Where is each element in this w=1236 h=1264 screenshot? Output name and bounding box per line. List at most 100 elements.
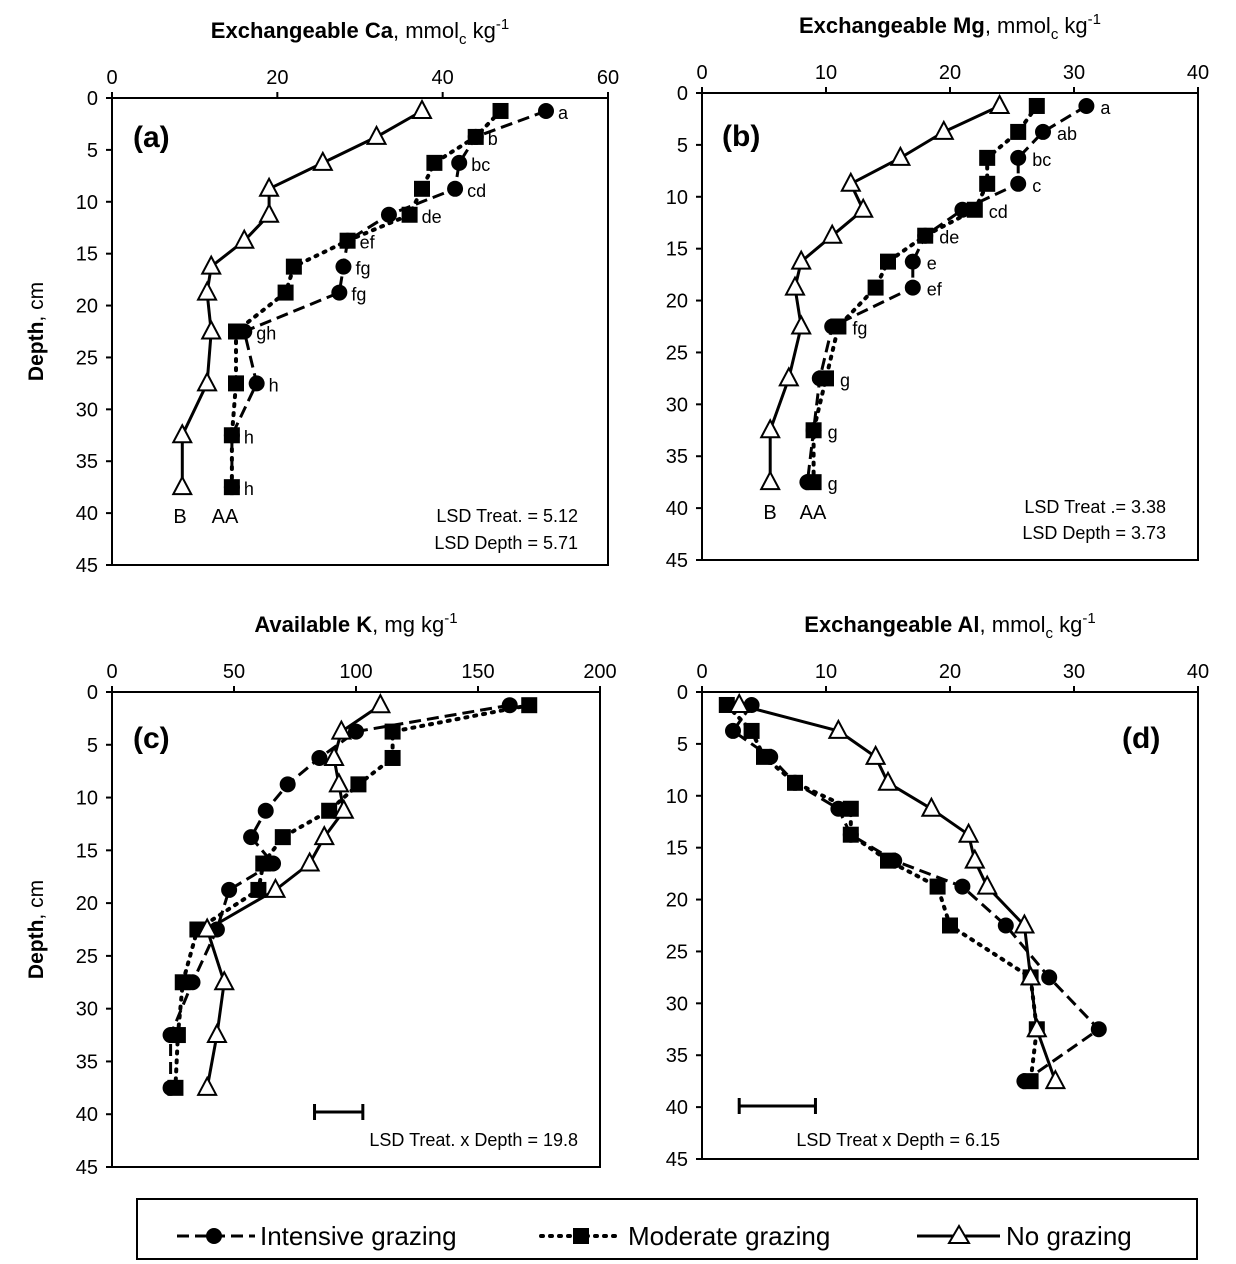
point-none bbox=[200, 319, 222, 340]
point-none bbox=[312, 150, 334, 171]
point-none bbox=[759, 418, 781, 439]
point-intensive bbox=[311, 749, 328, 766]
point-intensive bbox=[501, 697, 518, 714]
point-none bbox=[233, 228, 255, 249]
point-none bbox=[213, 970, 235, 991]
point-intensive bbox=[1010, 175, 1027, 192]
y-tick-label: 30 bbox=[76, 399, 98, 421]
chart-panel-b: 0 10 20 30 40 0 5 10 15 20 25 30 35 40 45 Exchangeable … bbox=[666, 11, 1209, 572]
x-tick-label: 150 bbox=[461, 661, 494, 683]
y-tick-label: 30 bbox=[76, 999, 98, 1021]
point-moderate bbox=[255, 855, 272, 872]
point-intensive bbox=[257, 802, 274, 819]
point-moderate bbox=[167, 1079, 184, 1096]
point-none bbox=[778, 366, 800, 387]
point-none bbox=[369, 693, 392, 714]
significance-letter: de bbox=[939, 228, 959, 248]
point-moderate bbox=[250, 881, 267, 898]
significance-letter: h bbox=[269, 375, 279, 395]
group-label: AA bbox=[800, 502, 827, 524]
x-tick-label: 40 bbox=[432, 67, 454, 89]
plot-frame bbox=[111, 97, 609, 566]
x-tick-label: 40 bbox=[1187, 62, 1209, 84]
chart-panel-a: 0 20 40 60 0 5 10 15 20 25 30 35 40 45 Exchangeable Ca… bbox=[25, 16, 619, 577]
x-tick-label: 60 bbox=[597, 67, 619, 89]
y-tick-label: 5 bbox=[677, 135, 688, 157]
y-tick-label: 45 bbox=[76, 555, 98, 577]
significance-letter: bc bbox=[471, 155, 490, 175]
point-none bbox=[1044, 1069, 1067, 1090]
point-moderate bbox=[756, 748, 772, 765]
significance-letter: ef bbox=[927, 280, 943, 300]
x-tick-label: 0 bbox=[106, 67, 117, 89]
series-line-moderate bbox=[811, 104, 1039, 485]
chart-title: Exchangeable Mg, mmolc kg-1 bbox=[799, 11, 1101, 43]
significance-letter: cd bbox=[467, 181, 486, 201]
series-line-none bbox=[738, 703, 1057, 1082]
point-none bbox=[258, 176, 280, 197]
point-moderate bbox=[743, 722, 760, 739]
point-none bbox=[411, 98, 433, 119]
point-moderate bbox=[787, 774, 803, 791]
point-none bbox=[877, 770, 899, 791]
point-intensive bbox=[830, 800, 847, 817]
point-none bbox=[333, 798, 355, 819]
y-tick-label: 25 bbox=[76, 347, 98, 369]
point-none bbox=[790, 314, 812, 335]
point-intensive bbox=[1010, 149, 1027, 166]
y-tick-label: 20 bbox=[666, 291, 688, 313]
point-none bbox=[196, 917, 218, 938]
x-tick-label: 0 bbox=[106, 661, 117, 683]
point-none bbox=[964, 848, 986, 869]
point-none bbox=[313, 825, 335, 846]
significance-letter: de bbox=[422, 207, 442, 227]
group-label: AA bbox=[212, 506, 239, 528]
legend-item-none: No grazing bbox=[917, 1221, 1132, 1251]
lsd-text: LSD Depth = 3.73 bbox=[1022, 523, 1166, 543]
point-intensive bbox=[725, 722, 741, 739]
lsd-text: LSD Treat .= 3.38 bbox=[1024, 497, 1166, 517]
point-moderate bbox=[492, 102, 509, 119]
point-none bbox=[759, 470, 781, 491]
point-none bbox=[365, 124, 388, 145]
point-moderate bbox=[842, 826, 859, 843]
y-tick-label: 0 bbox=[677, 83, 688, 105]
point-intensive bbox=[243, 829, 260, 846]
point-moderate bbox=[285, 258, 302, 275]
series-line-none bbox=[180, 109, 423, 488]
point-moderate bbox=[842, 800, 859, 817]
point-intensive bbox=[279, 776, 296, 793]
point-none bbox=[790, 249, 812, 270]
legend-frame bbox=[136, 1198, 1198, 1260]
point-intensive bbox=[1035, 123, 1051, 140]
group-label: B bbox=[173, 506, 186, 528]
y-tick-label: 20 bbox=[76, 893, 98, 915]
lsd-text: LSD Depth = 5.71 bbox=[434, 533, 578, 553]
x-tick-label: 10 bbox=[815, 62, 837, 84]
point-moderate bbox=[223, 427, 240, 444]
lsd-text: LSD Treat x Depth = 6.15 bbox=[796, 1130, 1000, 1150]
point-none bbox=[1013, 913, 1036, 934]
point-intensive bbox=[954, 878, 971, 895]
y-tick-label: 10 bbox=[76, 192, 98, 214]
y-tick-label: 0 bbox=[87, 682, 98, 704]
point-intensive bbox=[904, 279, 921, 296]
significance-letter: bc bbox=[1032, 150, 1051, 170]
point-none bbox=[298, 851, 321, 872]
point-moderate bbox=[277, 284, 294, 301]
significance-letter: g bbox=[840, 370, 850, 390]
chart-title: Available K, mg kg-1 bbox=[254, 610, 457, 637]
lsd-text: LSD Treat. = 5.12 bbox=[436, 506, 578, 526]
point-moderate bbox=[942, 917, 958, 934]
point-intensive bbox=[447, 180, 464, 197]
y-tick-label: 40 bbox=[666, 1097, 688, 1119]
x-tick-label: 30 bbox=[1063, 661, 1085, 683]
point-moderate bbox=[384, 749, 401, 766]
point-intensive bbox=[1041, 969, 1058, 986]
point-moderate bbox=[1022, 1073, 1039, 1090]
y-tick-label: 10 bbox=[76, 788, 98, 810]
significance-letter: g bbox=[828, 422, 838, 442]
point-moderate bbox=[414, 180, 430, 197]
point-moderate bbox=[274, 829, 291, 846]
significance-letter: e bbox=[927, 254, 937, 274]
